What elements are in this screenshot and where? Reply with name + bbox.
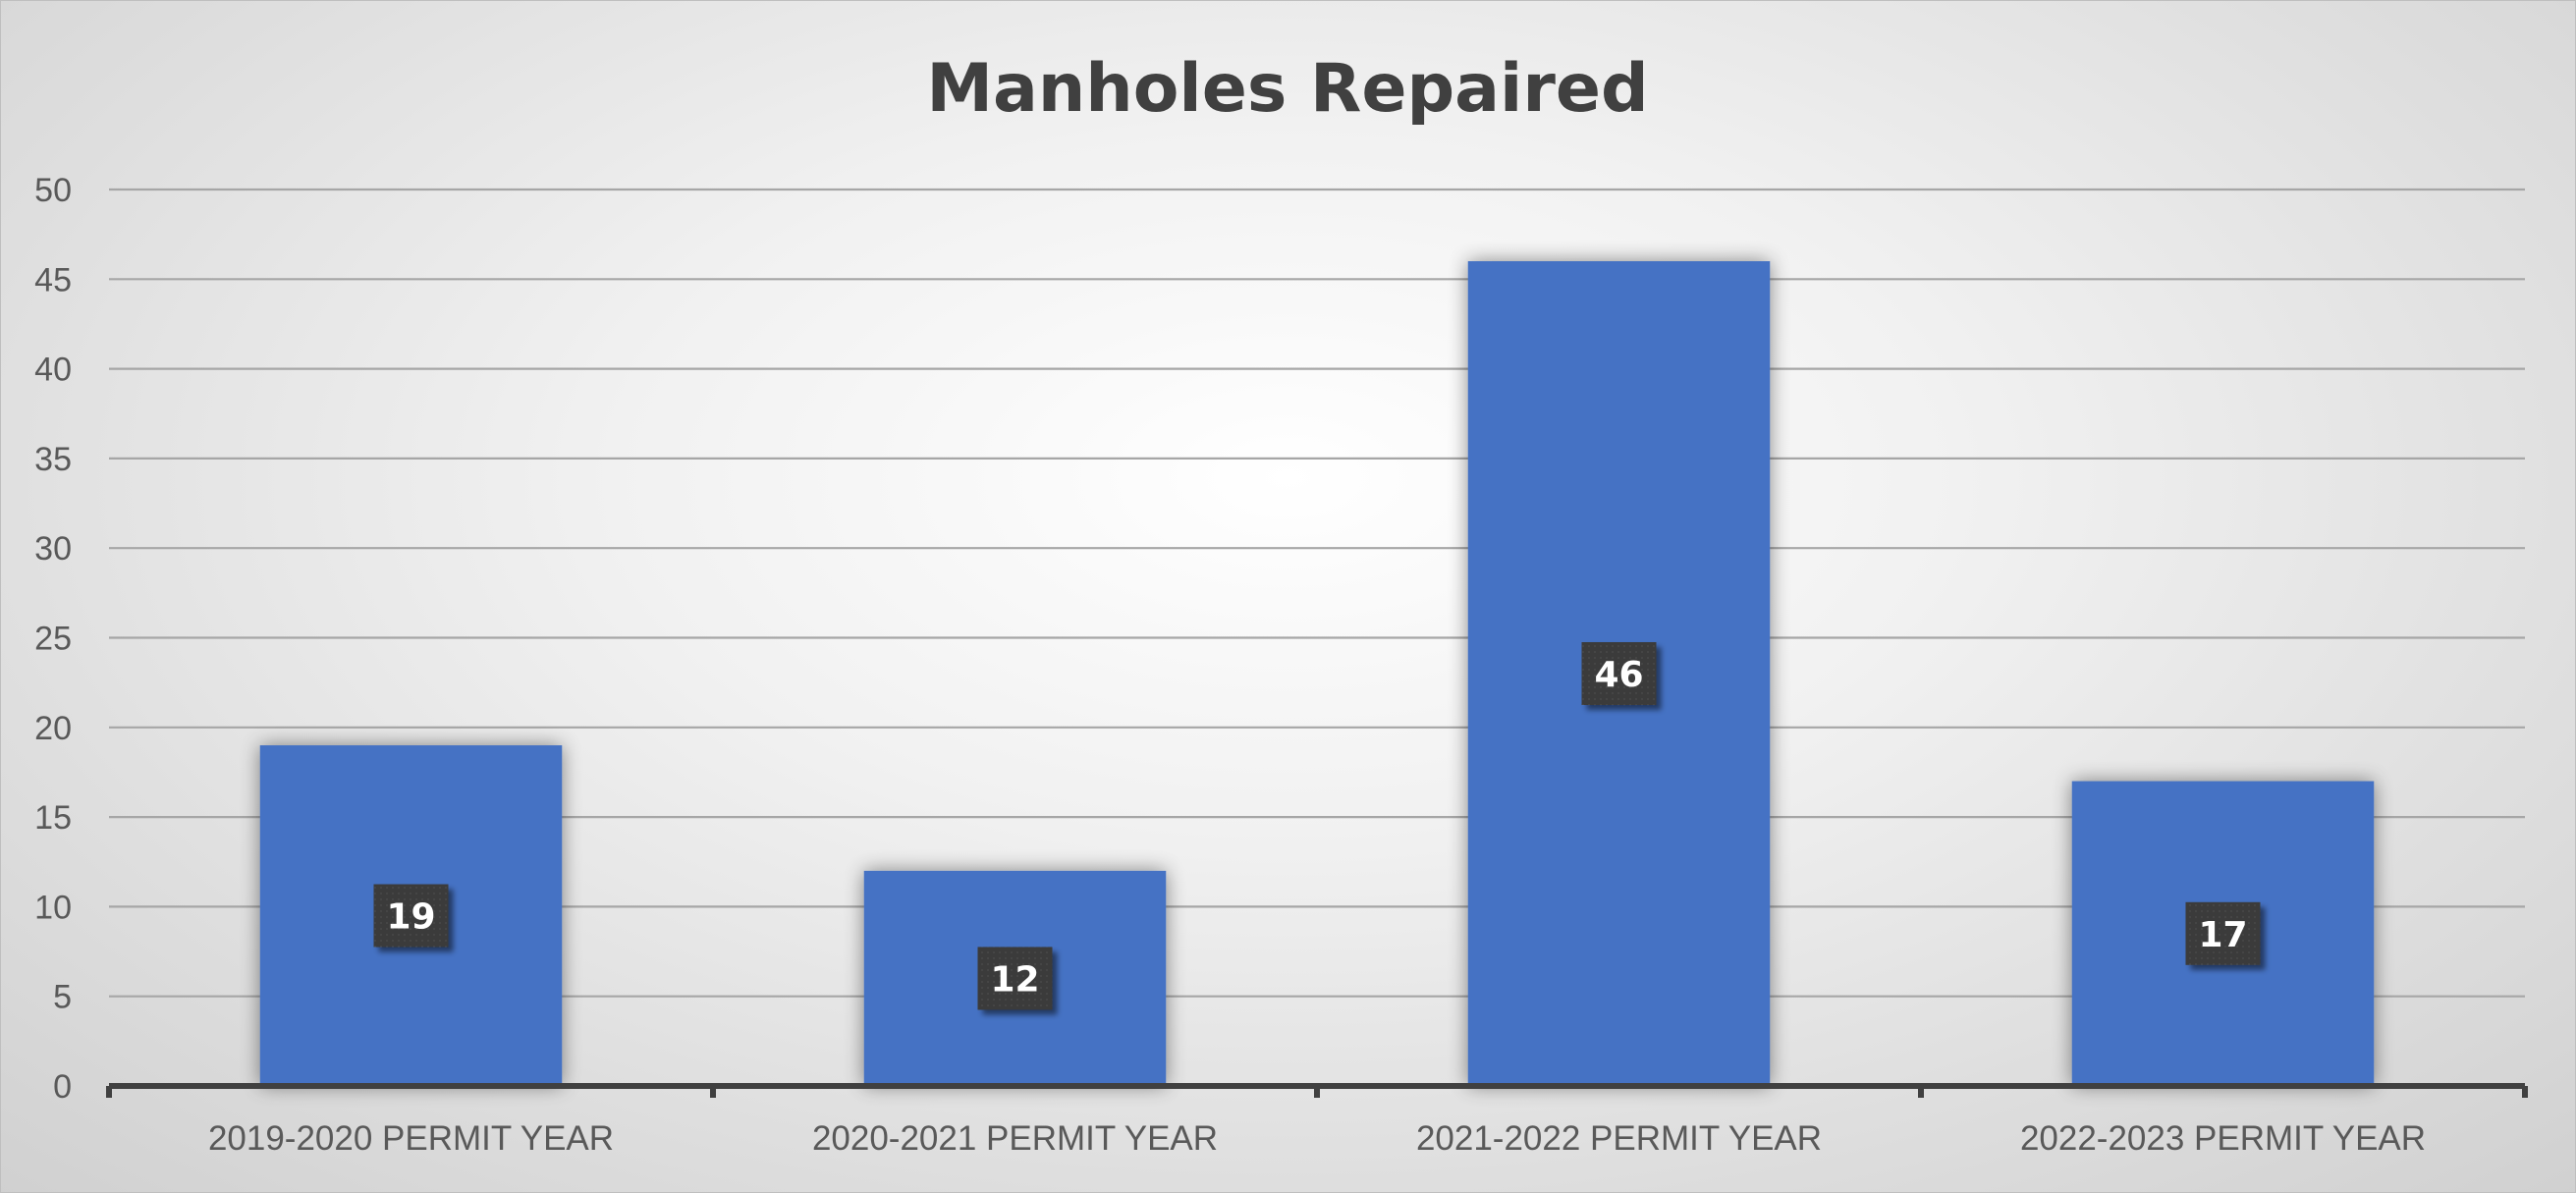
data-label-3: 46 [1581,642,1657,706]
y-tick-label-25: 25 [34,621,72,658]
x-tick-label-1: 2019-2020 PERMIT YEAR [208,1119,614,1158]
data-label-4: 17 [2185,901,2261,965]
x-axis [106,1083,2528,1098]
data-label-2: 12 [977,947,1053,1010]
y-axis-tick-labels: 0 5 10 15 20 25 30 35 40 45 50 [34,172,72,1106]
bars [259,261,2375,1086]
y-tick-label-30: 30 [34,530,72,568]
chart-title: Manholes Repaired [926,50,1648,128]
x-tick-label-3: 2021-2022 PERMIT YEAR [1416,1119,1822,1158]
data-label-box [977,947,1053,1010]
data-labels: 19 12 46 17 [373,642,2261,1010]
data-label-1: 19 [373,884,449,948]
y-tick-label-20: 20 [34,710,72,747]
y-tick-label-0: 0 [53,1068,72,1106]
y-tick-label-35: 35 [34,441,72,478]
y-tick-label-45: 45 [34,261,72,298]
y-tick-label-10: 10 [34,889,72,926]
y-tick-label-5: 5 [53,979,72,1016]
y-tick-label-50: 50 [34,172,72,209]
y-tick-label-40: 40 [34,352,72,389]
data-label-value: 12 [990,959,1039,1000]
data-label-value: 46 [1594,655,1643,695]
data-label-box [1581,642,1657,706]
data-label-value: 19 [386,897,435,938]
x-axis-tick-labels: 2019-2020 PERMIT YEAR 2020-2021 PERMIT YE… [208,1119,2426,1158]
data-label-value: 17 [2198,915,2247,955]
x-tick-label-2: 2020-2021 PERMIT YEAR [812,1119,1218,1158]
data-label-box [2185,901,2261,965]
y-tick-label-15: 15 [34,799,72,837]
x-tick-label-4: 2022-2023 PERMIT YEAR [2020,1119,2426,1158]
data-label-box [373,884,449,948]
